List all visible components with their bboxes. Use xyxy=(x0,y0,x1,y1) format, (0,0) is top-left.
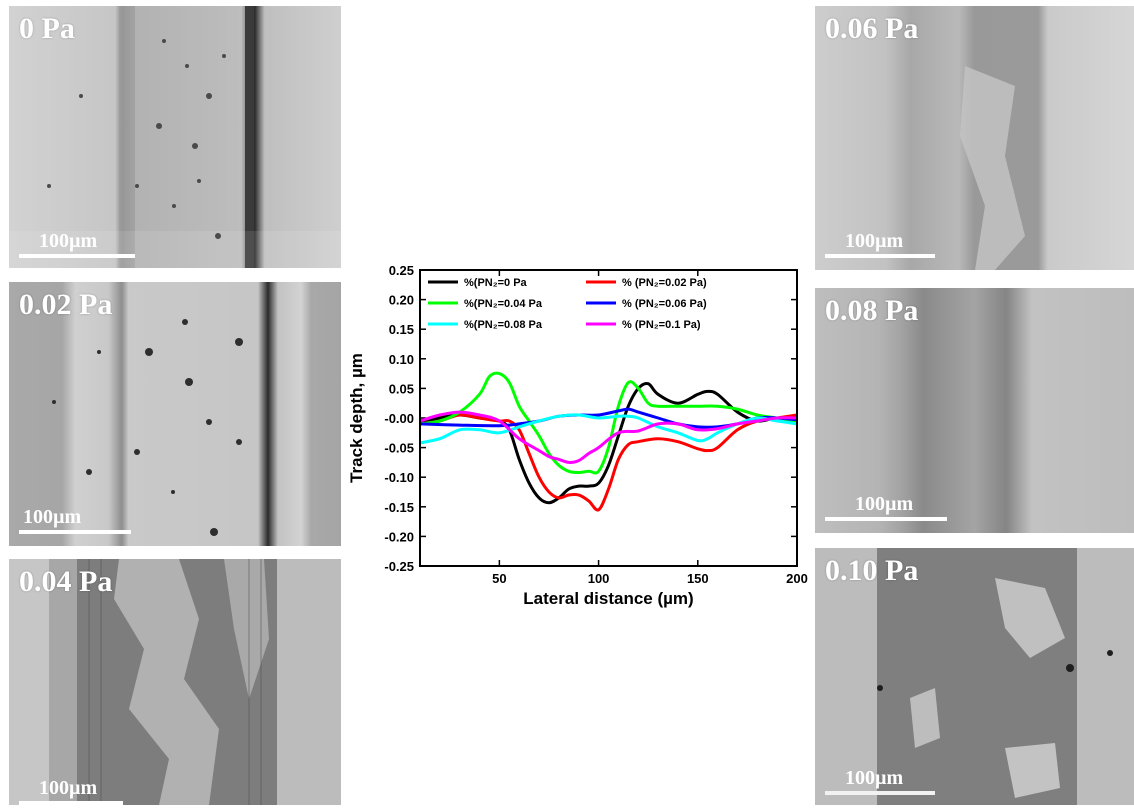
scale-bar: 100µm xyxy=(19,230,135,258)
y-tick-label: -0.00 xyxy=(384,411,414,426)
micrograph-010pa: 0.10 Pa 100µm xyxy=(815,548,1134,805)
scale-bar-text: 100µm xyxy=(845,767,935,790)
legend-entry: % (PN₂=0.1 Pa) xyxy=(622,319,701,331)
track-depth-chart: 0.25 0.20 0.15 0.10 0.05 -0.00 -0.05 -0.10 -0.15… xyxy=(340,258,810,628)
scale-bar: 100µm xyxy=(19,506,131,534)
y-tick-label: 0.20 xyxy=(389,293,414,308)
y-tick-label: 0.05 xyxy=(389,381,414,396)
scale-bar-text: 100µm xyxy=(845,230,935,253)
x-tick-label: 100 xyxy=(588,571,610,586)
legend-entry: % (PN₂=0.06 Pa) xyxy=(622,298,707,310)
legend-entry: %(PN₂=0.04 Pa xyxy=(464,298,543,310)
x-tick-label: 150 xyxy=(687,571,709,586)
series-line xyxy=(420,412,797,462)
panel-label: 0.02 Pa xyxy=(19,288,112,322)
scale-bar-line xyxy=(825,254,935,258)
micrograph-0pa: 0 Pa 100µm xyxy=(9,6,341,268)
y-tick-label: -0.15 xyxy=(384,500,414,515)
panel-label: 0.08 Pa xyxy=(825,294,918,328)
micrograph-006pa: 0.06 Pa 100µm xyxy=(815,6,1134,270)
y-tick-label: 0.10 xyxy=(389,352,414,367)
scale-bar-text: 100µm xyxy=(39,230,135,253)
panel-label: 0.10 Pa xyxy=(825,554,918,588)
micrograph-004pa: 0.04 Pa 100µm xyxy=(9,559,341,805)
panel-label: 0.04 Pa xyxy=(19,565,112,599)
y-tick-label: 0.15 xyxy=(389,322,414,337)
y-tick-label: -0.25 xyxy=(384,559,414,574)
x-axis-label: Lateral distance (µm) xyxy=(523,589,693,608)
scale-bar: 100µm xyxy=(825,493,947,521)
y-tick-label: 0.25 xyxy=(389,263,414,278)
y-tick-label: -0.20 xyxy=(384,529,414,544)
x-tick-label: 200 xyxy=(786,571,808,586)
scale-bar-line xyxy=(19,801,123,805)
scale-bar-line xyxy=(825,791,935,795)
legend-entry: % (PN₂=0.02 Pa) xyxy=(622,277,707,289)
legend-entry: %(PN₂=0.08 Pa xyxy=(464,319,543,331)
scale-bar-line xyxy=(19,254,135,258)
legend-entry: %(PN₂=0 Pa xyxy=(464,277,528,289)
panel-label: 0.06 Pa xyxy=(825,12,918,46)
scale-bar: 100µm xyxy=(825,767,935,795)
scale-bar-line xyxy=(19,530,131,534)
micrograph-008pa: 0.08 Pa 100µm xyxy=(815,288,1134,533)
y-axis-label: Track depth, µm xyxy=(347,353,366,483)
scale-bar-text: 100µm xyxy=(39,777,123,800)
scale-bar-text: 100µm xyxy=(855,493,947,516)
scale-bar: 100µm xyxy=(825,230,935,258)
scale-bar-text: 100µm xyxy=(23,506,131,529)
x-tick-label: 50 xyxy=(492,571,506,586)
scale-bar-line xyxy=(825,517,947,521)
micrograph-002pa: 0.02 Pa 100µm xyxy=(9,282,341,546)
scale-bar: 100µm xyxy=(19,777,123,805)
y-tick-label: -0.05 xyxy=(384,441,414,456)
y-tick-label: -0.10 xyxy=(384,470,414,485)
panel-label: 0 Pa xyxy=(19,12,75,46)
